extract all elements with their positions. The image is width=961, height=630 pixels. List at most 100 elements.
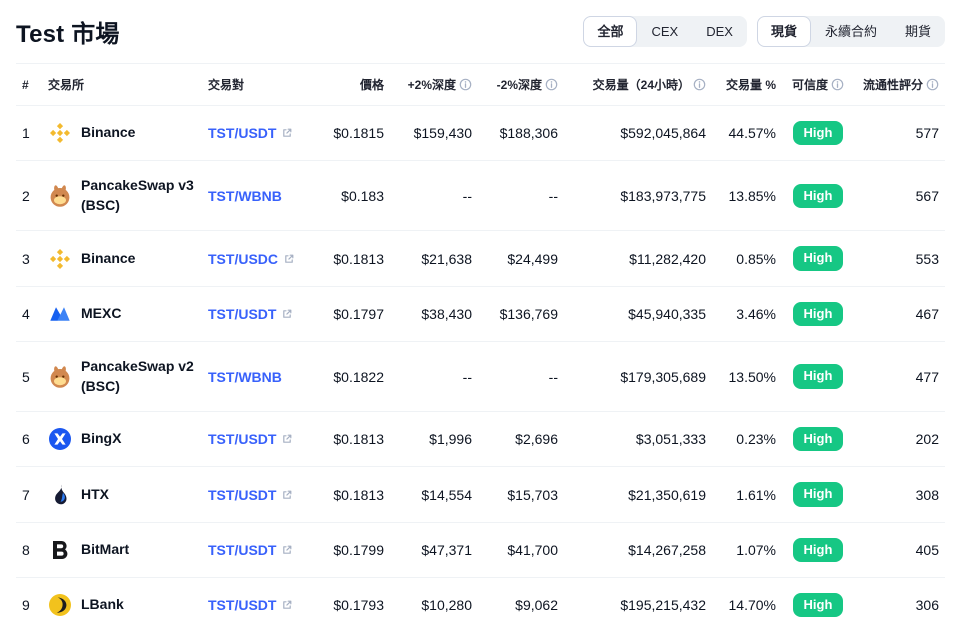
rank-cell: 2 xyxy=(16,160,42,232)
volume-cell: $14,267,258 xyxy=(564,522,712,578)
info-icon[interactable] xyxy=(693,78,706,91)
liquidity-score-cell: 202 xyxy=(854,411,945,468)
confidence-badge: High xyxy=(792,592,844,618)
pair-link[interactable]: TST/USDT xyxy=(208,597,293,613)
liquidity-score-cell: 308 xyxy=(854,466,945,523)
table-row: 9 LBank TST/USDT $0.1793 $10,280 $9,062 … xyxy=(16,577,945,630)
table-row: 2 PancakeSwap v3 (BSC) TST/WBNB $0.183 -… xyxy=(16,160,945,232)
info-icon[interactable] xyxy=(926,78,939,91)
volume-pct-cell: 3.46% xyxy=(712,286,782,342)
confidence-badge: High xyxy=(792,246,844,271)
confidence-badge: High xyxy=(792,537,844,562)
info-icon[interactable] xyxy=(831,78,844,91)
price-cell: $0.1797 xyxy=(312,286,390,342)
exchange-name: HTX xyxy=(81,485,109,502)
filter-dex[interactable]: DEX xyxy=(706,23,733,39)
col-header-pair-label: 交易對 xyxy=(208,78,245,92)
rank-cell: 3 xyxy=(16,230,42,287)
col-header-depth-plus[interactable]: +2%深度 xyxy=(390,63,478,106)
pair-link[interactable]: TST/USDT xyxy=(208,125,293,141)
exchange-link[interactable]: HTX xyxy=(48,483,196,507)
volume-cell: $3,051,333 xyxy=(564,411,712,468)
info-icon[interactable] xyxy=(545,78,558,91)
liquidity-score-cell: 567 xyxy=(854,160,945,232)
external-link-icon xyxy=(281,308,293,320)
pair-label: TST/WBNB xyxy=(208,187,282,204)
external-link-icon xyxy=(281,599,293,611)
col-header-pair[interactable]: 交易對 xyxy=(202,63,312,106)
pair-label: TST/USDT xyxy=(208,486,277,503)
exchange-name: Binance xyxy=(81,249,136,266)
table-row: 3 Binance TST/USDC $0.1813 $21,638 $24,4… xyxy=(16,230,945,287)
bitmart-icon xyxy=(48,538,72,562)
depth-minus-cell: $41,700 xyxy=(478,522,564,578)
filter-all[interactable]: 全部 xyxy=(583,15,638,48)
col-header-exchange[interactable]: 交易所 xyxy=(42,63,202,106)
exchange-link[interactable]: Binance xyxy=(48,121,196,145)
depth-minus-cell: $9,062 xyxy=(478,577,564,630)
confidence-badge: High xyxy=(792,183,844,208)
exchange-link[interactable]: PancakeSwap v2 (BSC) xyxy=(48,357,196,396)
col-header-volume-pct-label: 交易量 % xyxy=(725,78,776,92)
pair-label: TST/WBNB xyxy=(208,368,282,385)
exchange-name: PancakeSwap v3 (BSC) xyxy=(81,177,194,213)
external-link-icon xyxy=(281,544,293,556)
col-header-depth-minus[interactable]: -2%深度 xyxy=(478,63,564,106)
depth-plus-cell: $47,371 xyxy=(390,522,478,578)
volume-cell: $11,282,420 xyxy=(564,230,712,287)
depth-minus-cell: $188,306 xyxy=(478,105,564,162)
info-icon[interactable] xyxy=(459,78,472,91)
table-row: 1 Binance TST/USDT $0.1815 $159,430 $188… xyxy=(16,105,945,162)
rank-cell: 4 xyxy=(16,286,42,342)
col-header-volume-pct[interactable]: 交易量 % xyxy=(712,63,782,106)
pair-link[interactable]: TST/USDT xyxy=(208,487,293,503)
price-cell: $0.1813 xyxy=(312,411,390,468)
depth-plus-cell: -- xyxy=(390,160,478,232)
pair-link[interactable]: TST/WBNB xyxy=(208,188,282,204)
pair-link[interactable]: TST/WBNB xyxy=(208,369,282,385)
col-header-price[interactable]: 價格 xyxy=(312,63,390,106)
htx-icon xyxy=(48,483,72,507)
price-cell: $0.1813 xyxy=(312,466,390,523)
depth-plus-cell: $21,638 xyxy=(390,230,478,287)
exchange-link[interactable]: LBank xyxy=(48,593,196,617)
pair-label: TST/USDC xyxy=(208,250,278,267)
price-cell: $0.1815 xyxy=(312,105,390,162)
col-header-liquidity[interactable]: 流通性評分 xyxy=(854,63,945,106)
col-header-exchange-label: 交易所 xyxy=(48,78,85,92)
market-filters: 全部 CEX DEX 現貨 永續合約 期貨 xyxy=(583,15,945,48)
page-title: Test 市場 xyxy=(16,21,120,48)
col-header-rank[interactable]: # xyxy=(16,63,42,106)
rank-cell: 8 xyxy=(16,522,42,578)
filter-perpetual[interactable]: 永續合約 xyxy=(824,23,877,39)
pair-link[interactable]: TST/USDT xyxy=(208,431,293,447)
volume-pct-cell: 13.50% xyxy=(712,341,782,413)
filter-spot[interactable]: 現貨 xyxy=(756,15,811,48)
pair-link[interactable]: TST/USDC xyxy=(208,251,295,267)
depth-minus-cell: -- xyxy=(478,341,564,413)
filter-cex[interactable]: CEX xyxy=(651,23,679,39)
pair-link[interactable]: TST/USDT xyxy=(208,542,293,558)
pair-link[interactable]: TST/USDT xyxy=(208,306,293,322)
pancakeswap-icon xyxy=(48,184,72,208)
depth-plus-cell: -- xyxy=(390,341,478,413)
table-row: 7 HTX TST/USDT $0.1813 $14,554 $15,703 $… xyxy=(16,466,945,523)
depth-plus-cell: $14,554 xyxy=(390,466,478,523)
exchange-link[interactable]: MEXC xyxy=(48,302,196,326)
depth-minus-cell: $2,696 xyxy=(478,411,564,468)
exchange-link[interactable]: BingX xyxy=(48,427,196,451)
col-header-confidence[interactable]: 可信度 xyxy=(782,63,854,106)
external-link-icon xyxy=(281,489,293,501)
liquidity-score-cell: 405 xyxy=(854,522,945,578)
depth-plus-cell: $38,430 xyxy=(390,286,478,342)
col-header-volume[interactable]: 交易量（24小時） xyxy=(564,63,712,106)
filter-futures[interactable]: 期貨 xyxy=(904,23,931,39)
depth-plus-cell: $10,280 xyxy=(390,577,478,630)
bingx-icon xyxy=(48,427,72,451)
exchange-link[interactable]: Binance xyxy=(48,247,196,271)
depth-minus-cell: $24,499 xyxy=(478,230,564,287)
page-header: Test 市場 全部 CEX DEX 現貨 永續合約 期貨 xyxy=(16,10,945,63)
exchange-link[interactable]: BitMart xyxy=(48,538,196,562)
exchange-link[interactable]: PancakeSwap v3 (BSC) xyxy=(48,176,196,215)
table-header-row: # 交易所 交易對 價格 +2%深度 -2%深度 交易量（24小時） 交易量 %… xyxy=(16,63,945,106)
